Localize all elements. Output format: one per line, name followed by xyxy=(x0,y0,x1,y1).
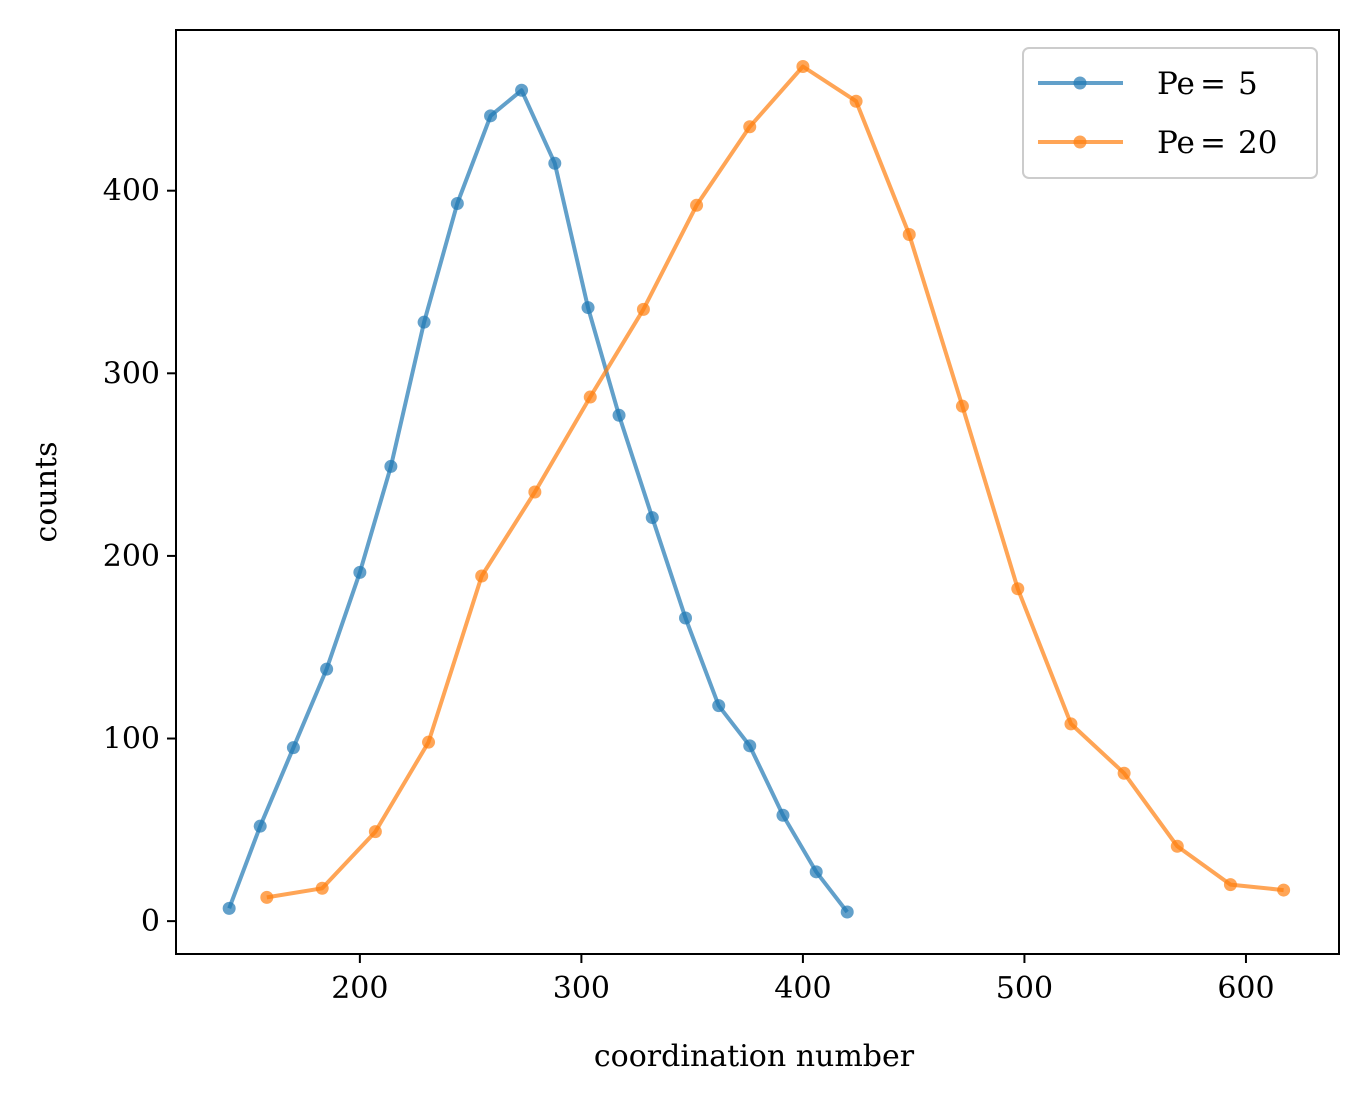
ticks-layer: 200 300 400 500 600 0 100 200 300 400 xyxy=(103,174,1275,1006)
legend-label-pe20-eq: = xyxy=(1200,125,1226,161)
legend-marker-pe20 xyxy=(1073,135,1087,149)
plot-frame xyxy=(175,29,1340,955)
y-tick-label: 0 xyxy=(141,904,160,939)
data-point xyxy=(475,569,489,583)
data-point xyxy=(612,408,626,422)
data-point xyxy=(353,565,367,579)
data-point xyxy=(583,390,597,404)
y-tick-label: 200 xyxy=(103,539,160,574)
series-line xyxy=(227,88,849,914)
series-5 xyxy=(222,83,854,919)
legend-box xyxy=(1022,47,1318,179)
legend-label-pe5-right: 5 xyxy=(1238,66,1258,102)
data-point xyxy=(955,399,969,413)
x-tick-label: 500 xyxy=(996,971,1053,1006)
y-tick-label: 400 xyxy=(103,174,160,209)
x-axis-label: coordination number xyxy=(594,1039,915,1074)
data-point xyxy=(645,511,659,525)
data-point xyxy=(515,83,529,97)
data-point xyxy=(253,819,267,833)
legend-marker-pe5 xyxy=(1073,76,1087,90)
data-point xyxy=(368,825,382,839)
data-point xyxy=(484,109,498,123)
series-20 xyxy=(260,60,1291,904)
data-point xyxy=(260,890,274,904)
data-point xyxy=(1011,582,1025,596)
data-point xyxy=(1064,717,1078,731)
data-point xyxy=(450,196,464,210)
legend-label-pe5-left: Pe xyxy=(1157,66,1195,102)
data-point xyxy=(581,301,595,315)
data-point xyxy=(417,315,431,329)
legend-label-pe20-right: 20 xyxy=(1238,125,1277,161)
data-point xyxy=(743,739,757,753)
data-point xyxy=(315,881,329,895)
y-tick-label: 300 xyxy=(103,356,160,391)
data-point xyxy=(222,901,236,915)
x-tick-label: 600 xyxy=(1217,971,1274,1006)
data-point xyxy=(712,699,726,713)
y-axis-label: counts xyxy=(29,442,64,543)
data-point xyxy=(776,808,790,822)
x-tick-label: 300 xyxy=(553,971,610,1006)
data-point xyxy=(548,156,562,170)
series-line xyxy=(266,64,1284,900)
y-tick-label: 100 xyxy=(103,722,160,757)
data-point xyxy=(796,60,810,74)
series-layer xyxy=(222,60,1291,919)
legend-label-pe20-left: Pe xyxy=(1157,125,1195,161)
data-point xyxy=(1277,883,1291,897)
data-point xyxy=(528,485,542,499)
data-point xyxy=(1223,878,1237,892)
data-point xyxy=(422,735,436,749)
data-point xyxy=(849,94,863,108)
data-point xyxy=(743,120,757,134)
data-point xyxy=(840,905,854,919)
x-tick-label: 200 xyxy=(331,971,388,1006)
data-point xyxy=(384,459,398,473)
data-point xyxy=(286,741,300,755)
data-point xyxy=(636,302,650,316)
data-point xyxy=(809,865,823,879)
legend: Pe = 5 Pe = 20 xyxy=(1022,47,1318,179)
data-point xyxy=(902,228,916,242)
legend-label-pe5-eq: = xyxy=(1200,66,1226,102)
data-point xyxy=(320,662,334,676)
x-tick-label: 400 xyxy=(774,971,831,1006)
data-point xyxy=(679,611,693,625)
data-point xyxy=(1117,766,1131,780)
data-point xyxy=(690,198,704,212)
data-point xyxy=(1170,839,1184,853)
